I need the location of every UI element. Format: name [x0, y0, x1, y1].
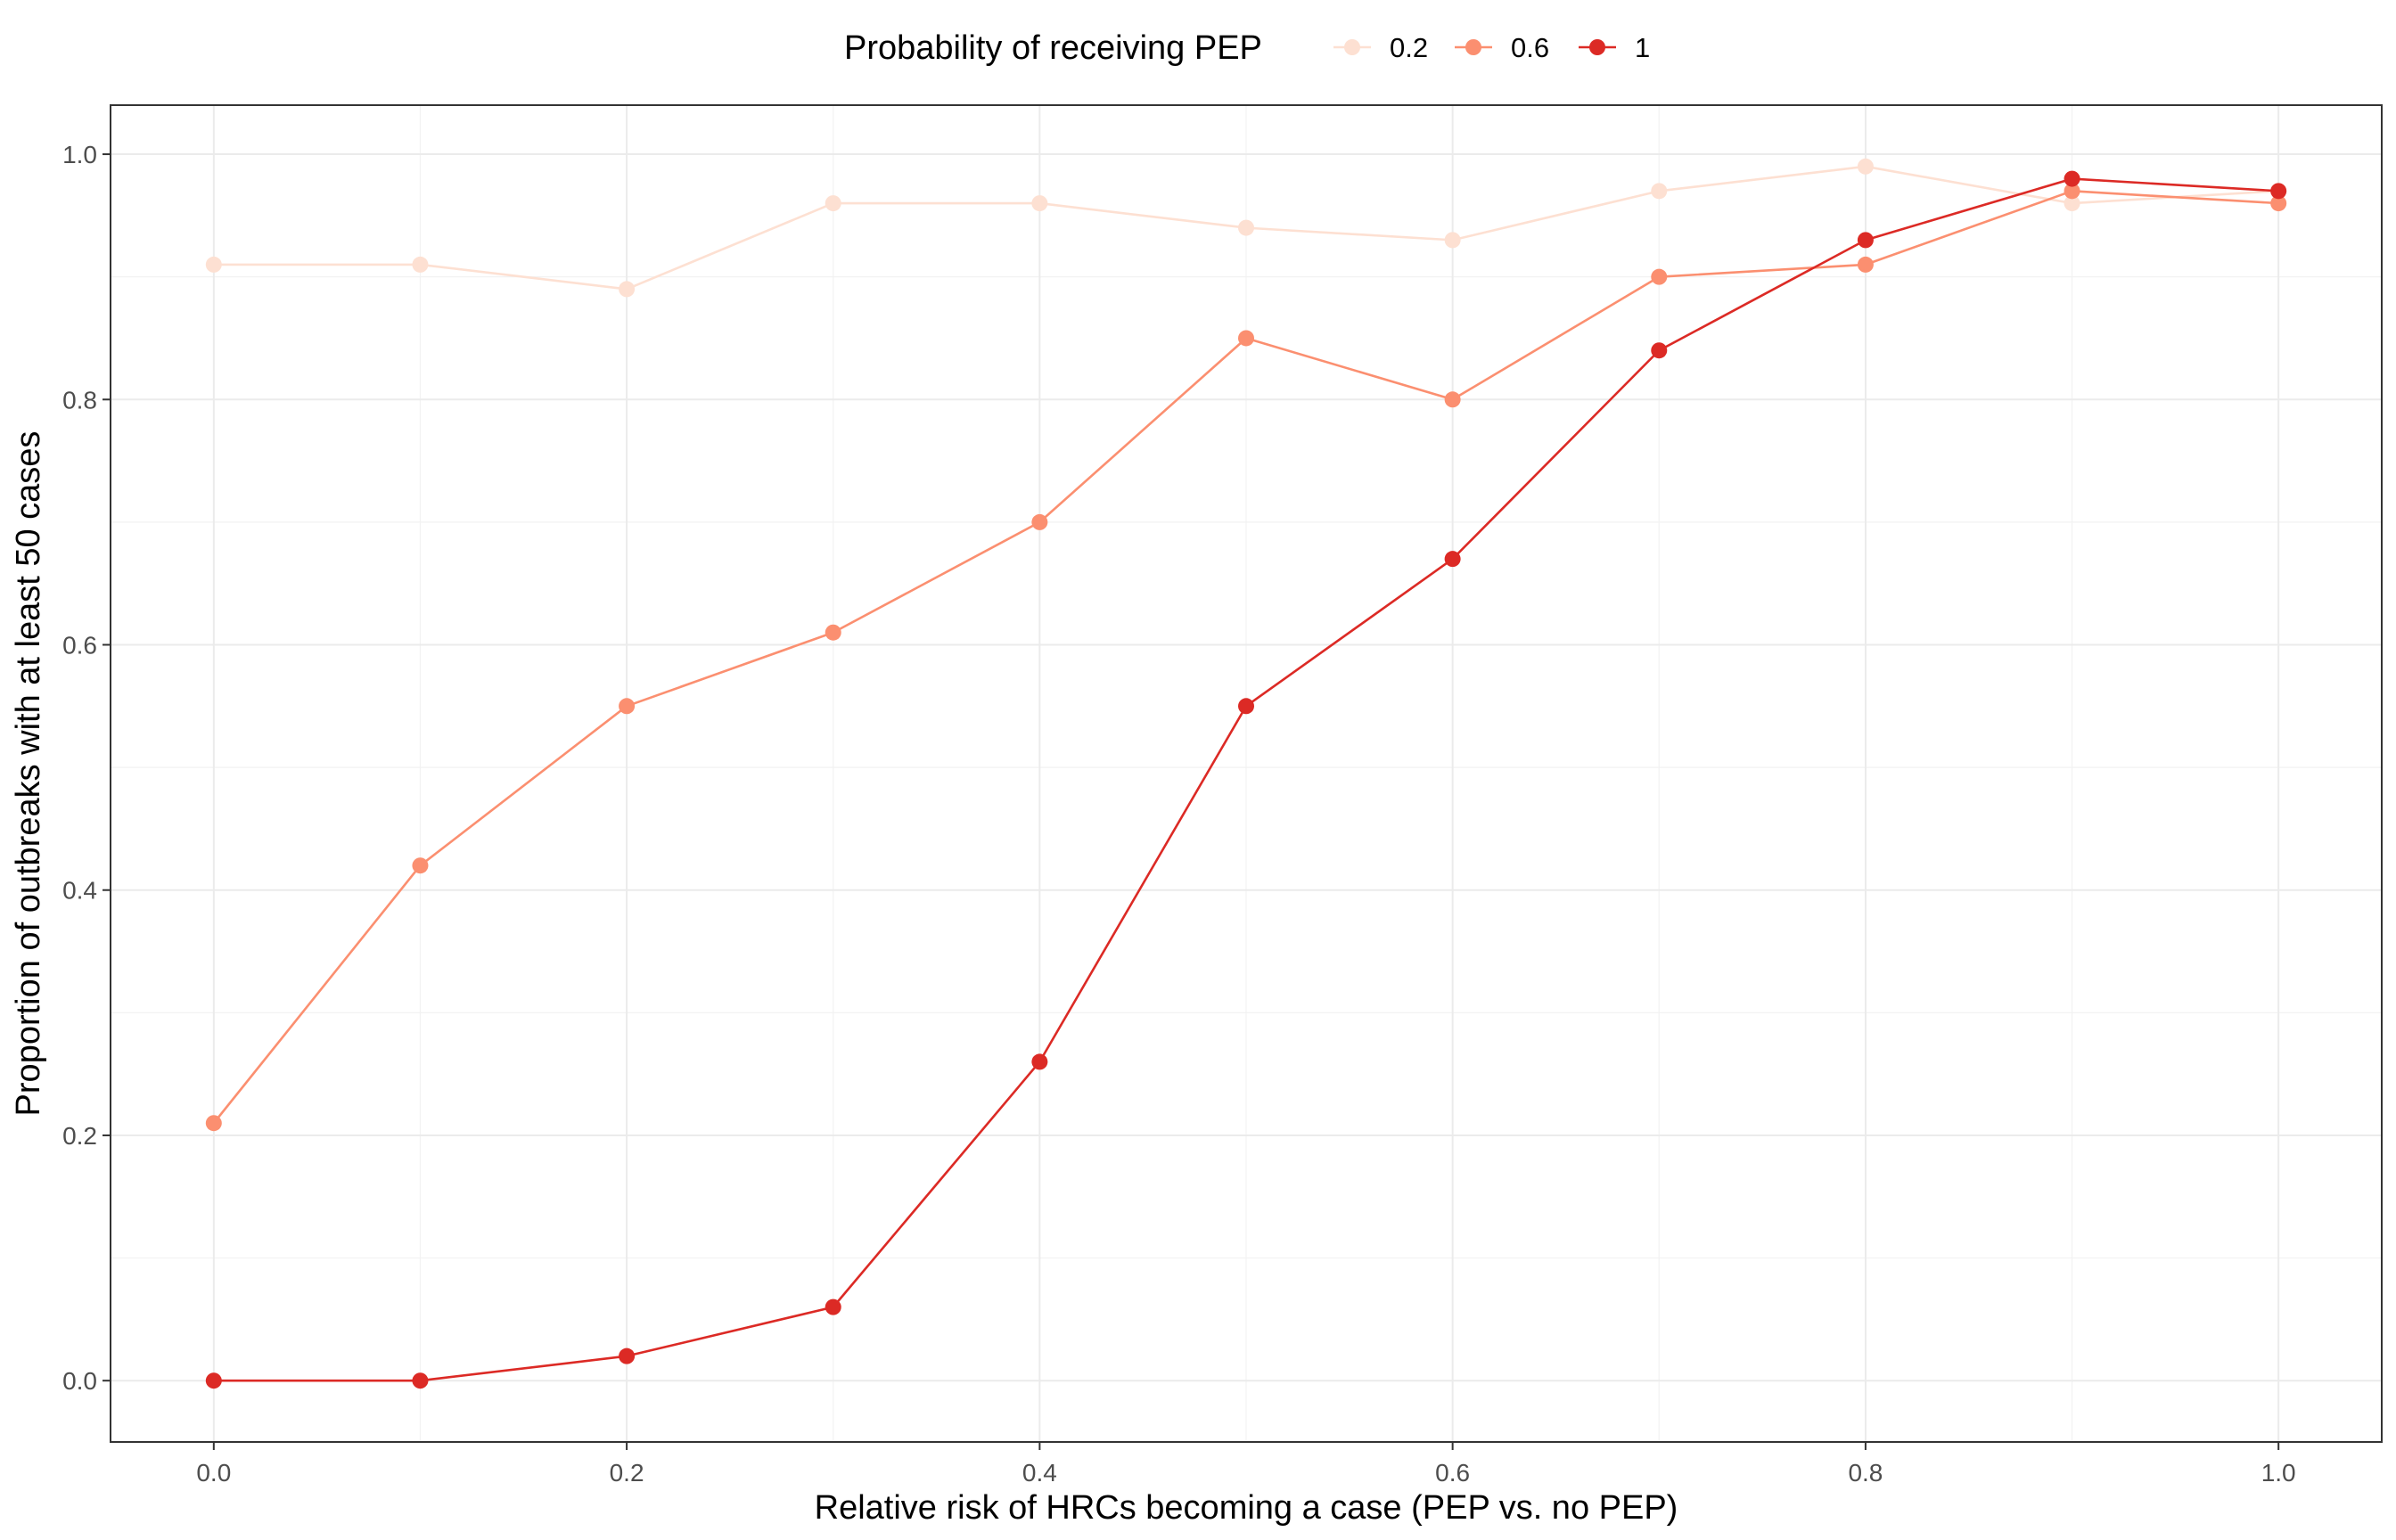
- data-point: [1857, 256, 1874, 273]
- legend-label: 1: [1635, 32, 1650, 63]
- y-tick-label: 0.0: [62, 1367, 97, 1395]
- y-tick-label: 0.6: [62, 632, 97, 659]
- data-point: [1444, 232, 1461, 249]
- legend-item-0.6: 0.6: [1455, 32, 1549, 63]
- data-point: [1031, 195, 1048, 212]
- data-point: [1444, 391, 1461, 408]
- y-axis-title: Proportion of outbreaks with at least 50…: [10, 431, 47, 1117]
- data-point: [2064, 195, 2080, 212]
- plot-panel-border: [110, 104, 2383, 1443]
- data-point: [1238, 330, 1254, 347]
- data-point: [1651, 342, 1668, 359]
- data-point: [2270, 195, 2287, 212]
- data-point: [1857, 232, 1874, 249]
- data-point: [1651, 268, 1668, 285]
- data-point: [205, 256, 222, 273]
- data-point: [1444, 551, 1461, 568]
- data-point: [2064, 170, 2080, 187]
- legend-label: 0.6: [1511, 32, 1549, 63]
- data-point: [412, 1372, 429, 1389]
- y-tick-label: 0.2: [62, 1122, 97, 1150]
- data-point: [205, 1372, 222, 1389]
- x-tick-label: 0.8: [1848, 1459, 1883, 1487]
- x-tick-label: 0.6: [1435, 1459, 1470, 1487]
- legend-item-1: 1: [1579, 32, 1650, 63]
- data-point: [1238, 219, 1254, 236]
- data-point: [1857, 158, 1874, 175]
- x-tick-label: 0.2: [610, 1459, 644, 1487]
- x-tick-label: 1.0: [2261, 1459, 2296, 1487]
- series-1: [205, 170, 2287, 1389]
- x-tick-label: 0.4: [1022, 1459, 1057, 1487]
- legend-item-0.2: 0.2: [1333, 32, 1428, 63]
- data-point: [1651, 183, 1668, 200]
- series-0.6: [205, 183, 2287, 1132]
- legend-key-point: [1589, 39, 1605, 55]
- data-point: [412, 256, 429, 273]
- y-tick-label: 0.4: [62, 877, 97, 905]
- data-point: [825, 1298, 841, 1315]
- legend-label: 0.2: [1390, 32, 1428, 63]
- data-point: [619, 698, 636, 715]
- data-point: [1031, 513, 1048, 530]
- data-point: [205, 1115, 222, 1132]
- x-tick-label: 0.0: [196, 1459, 231, 1487]
- data-point: [825, 624, 841, 641]
- data-point: [619, 1348, 636, 1364]
- data-point: [1031, 1053, 1048, 1070]
- data-point: [2064, 183, 2080, 200]
- data-point: [825, 195, 841, 212]
- y-tick-label: 1.0: [62, 141, 97, 168]
- data-point: [412, 857, 429, 874]
- data-point: [1238, 698, 1254, 715]
- data-point: [619, 281, 636, 298]
- x-axis-title: Relative risk of HRCs becoming a case (P…: [815, 1489, 1678, 1527]
- legend-title: Probability of receiving PEP: [844, 29, 1262, 67]
- legend: Probability of receiving PEP 0.2 0.6 1: [844, 29, 1650, 67]
- data-point: [2270, 183, 2287, 200]
- legend-key-point: [1465, 39, 1481, 55]
- y-tick-label: 0.8: [62, 386, 97, 414]
- legend-key-point: [1344, 39, 1360, 55]
